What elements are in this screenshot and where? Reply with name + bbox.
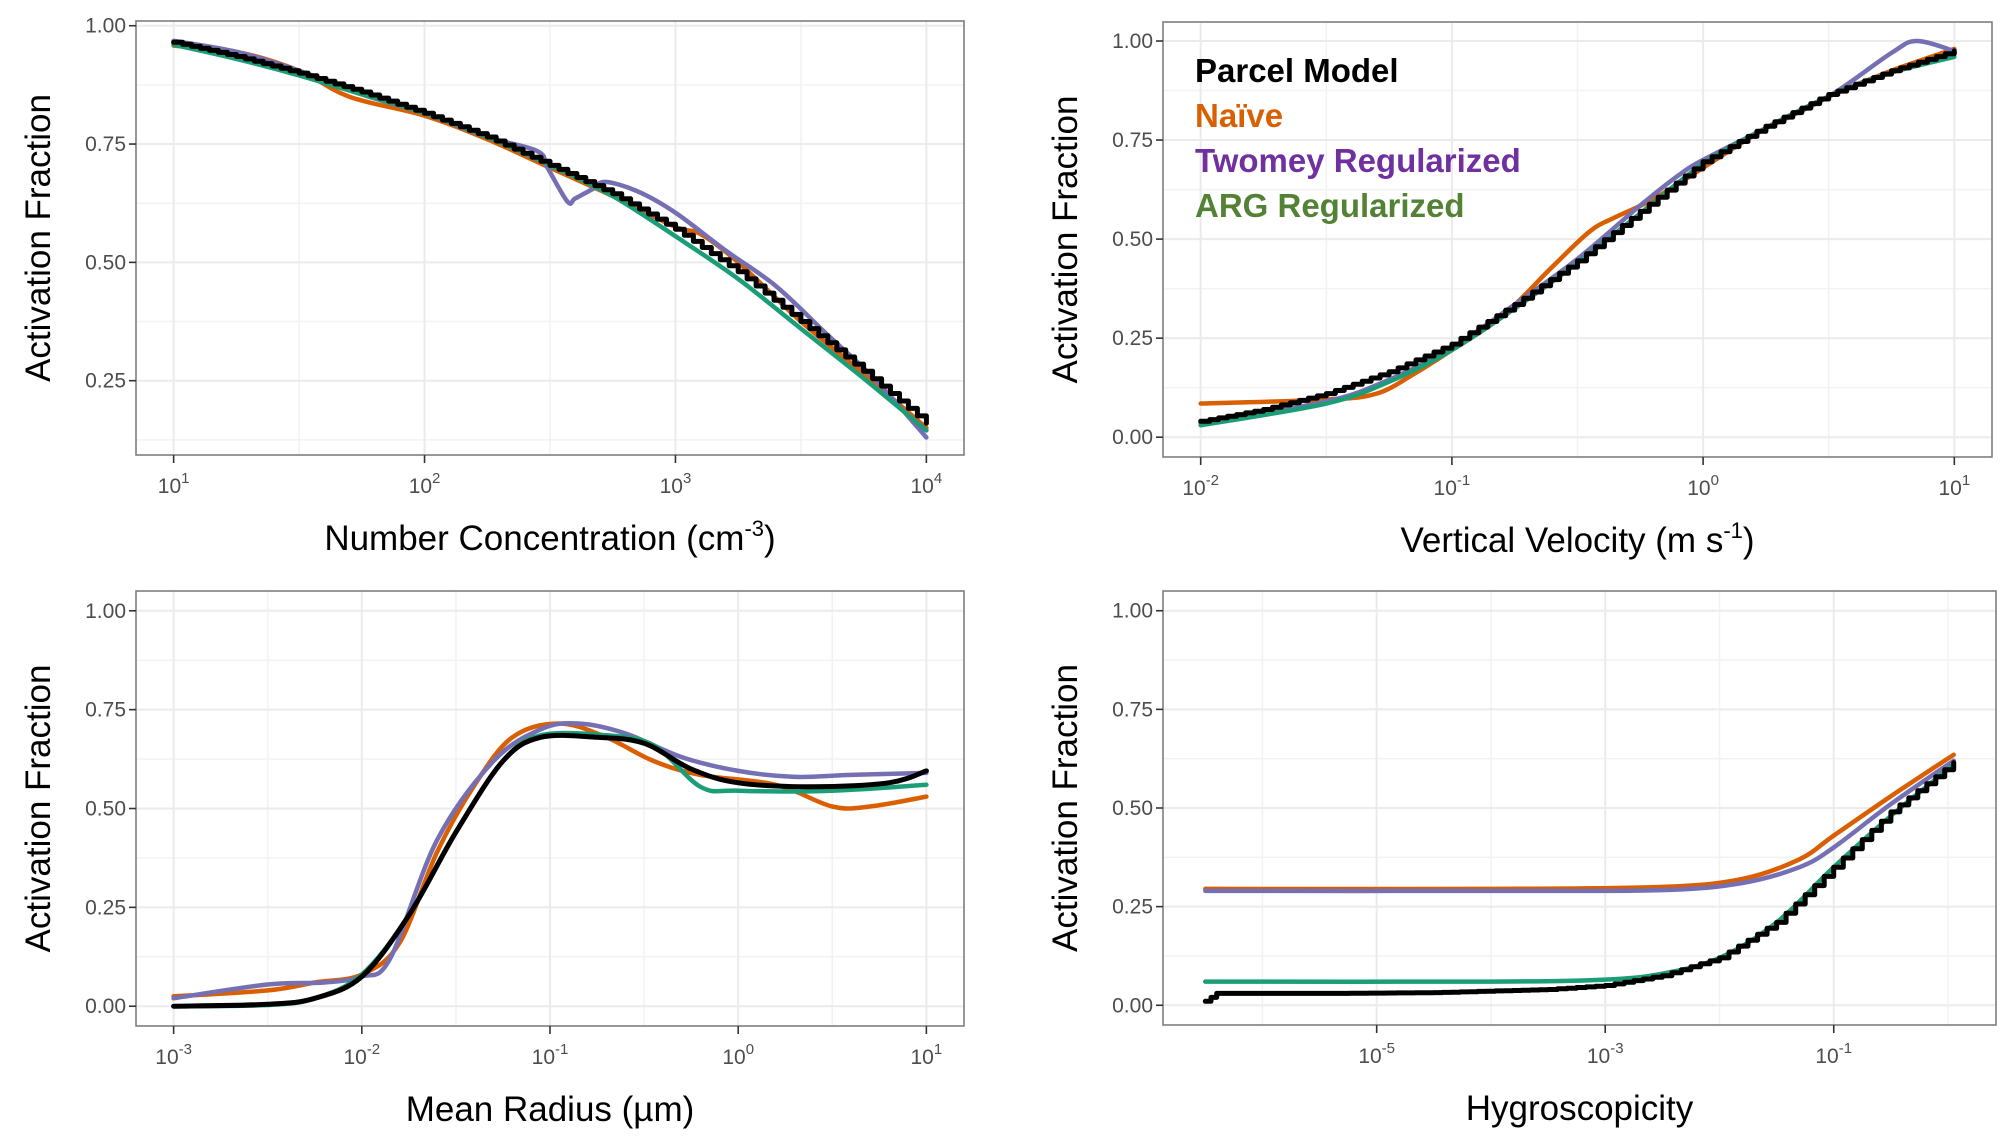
plot-border (135, 20, 965, 456)
legend-entry: ARG Regularized (1195, 187, 1465, 224)
y-tick-label: 0.25 (85, 370, 126, 393)
x-axis-title: Number Concentration (cm-3) (324, 516, 775, 558)
y-tick-label: 0.50 (85, 251, 126, 274)
x-tick-label: 10-1 (1815, 1040, 1852, 1068)
y-tick-label: 0.50 (1112, 228, 1153, 251)
series-group (171, 38, 929, 440)
y-tick-label: 0.00 (1112, 426, 1153, 449)
panel-top-left: 0.25 0.50 0.75 1.00 101 102 103 104 Number Conce… (19, 15, 965, 558)
y-tick-label: 0.75 (1112, 129, 1153, 152)
series-line-twomey (1203, 758, 1956, 894)
x-tick-label: 102 (409, 470, 441, 498)
legend-entry: Naïve (1195, 97, 1283, 134)
x-axis-title: Hygroscopicity (1466, 1089, 1694, 1128)
panel-bottom-left: 0.00 0.25 0.50 0.75 1.00 10-3 10-2 10-1 100 101 Me… (19, 590, 965, 1129)
series-group (1202, 752, 1957, 1004)
x-tick-label: 10-2 (1182, 472, 1219, 500)
x-tick-label: 101 (158, 470, 190, 498)
x-tick-label: 104 (911, 470, 943, 498)
series-line-parcel (171, 39, 929, 426)
y-tick-label: 0.50 (85, 798, 126, 821)
y-tick-label: 0.25 (85, 896, 126, 919)
legend: Parcel Model Naïve Twomey Regularized ARG R… (1195, 52, 1521, 224)
y-tick-label: 0.25 (1112, 896, 1153, 919)
y-tick-label: 0.00 (1112, 994, 1153, 1017)
x-tick-label: 101 (1938, 472, 1970, 500)
y-tick-label: 1.00 (85, 600, 126, 623)
x-tick-label: 10-1 (1434, 472, 1471, 500)
x-tick-label: 10-5 (1358, 1040, 1395, 1068)
y-tick-label: 1.00 (1112, 600, 1153, 623)
legend-entry: Parcel Model (1195, 52, 1399, 89)
x-axis-title: Mean Radius (µm) (406, 1090, 695, 1129)
x-tick-label: 100 (722, 1041, 754, 1069)
y-axis-title: Activation Fraction (1046, 664, 1085, 952)
x-tick-label: 10-1 (532, 1041, 569, 1069)
series-group (171, 720, 929, 1009)
y-tick-label: 0.75 (85, 133, 126, 156)
x-tick-label: 10-3 (1587, 1040, 1624, 1068)
y-axis-title: Activation Fraction (19, 94, 58, 382)
x-tick-label: 101 (911, 1041, 943, 1069)
series-line-parcel (1202, 760, 1957, 1004)
y-tick-label: 0.75 (1112, 698, 1153, 721)
series-line-twomey (171, 720, 929, 1001)
series-line-parcel (1198, 48, 1957, 424)
y-tick-label: 1.00 (1112, 30, 1153, 53)
y-tick-label: 1.00 (85, 15, 126, 38)
x-tick-label: 10-3 (155, 1041, 192, 1069)
series-line-parcel (171, 732, 929, 1009)
panel-top-right: 0.00 0.25 0.50 0.75 1.00 10-2 10-1 100 101 Vertic… (1046, 21, 1993, 560)
y-axis-title: Activation Fraction (19, 665, 58, 953)
panel-bottom-right: 0.00 0.25 0.50 0.75 1.00 10-5 10-3 10-1 Hygrosco… (1046, 590, 1997, 1128)
y-axis-title: Activation Fraction (1046, 96, 1085, 384)
y-tick-label: 0.25 (1112, 327, 1153, 350)
x-tick-label: 103 (660, 470, 692, 498)
y-tick-label: 0.00 (85, 995, 126, 1018)
x-tick-label: 10-2 (343, 1041, 380, 1069)
x-axis-title: Vertical Velocity (m s-1) (1400, 518, 1754, 560)
x-tick-label: 100 (1687, 472, 1719, 500)
y-tick-label: 0.75 (85, 699, 126, 722)
y-tick-label: 0.50 (1112, 797, 1153, 820)
series-group (1198, 38, 1957, 428)
legend-entry: Twomey Regularized (1195, 142, 1521, 179)
